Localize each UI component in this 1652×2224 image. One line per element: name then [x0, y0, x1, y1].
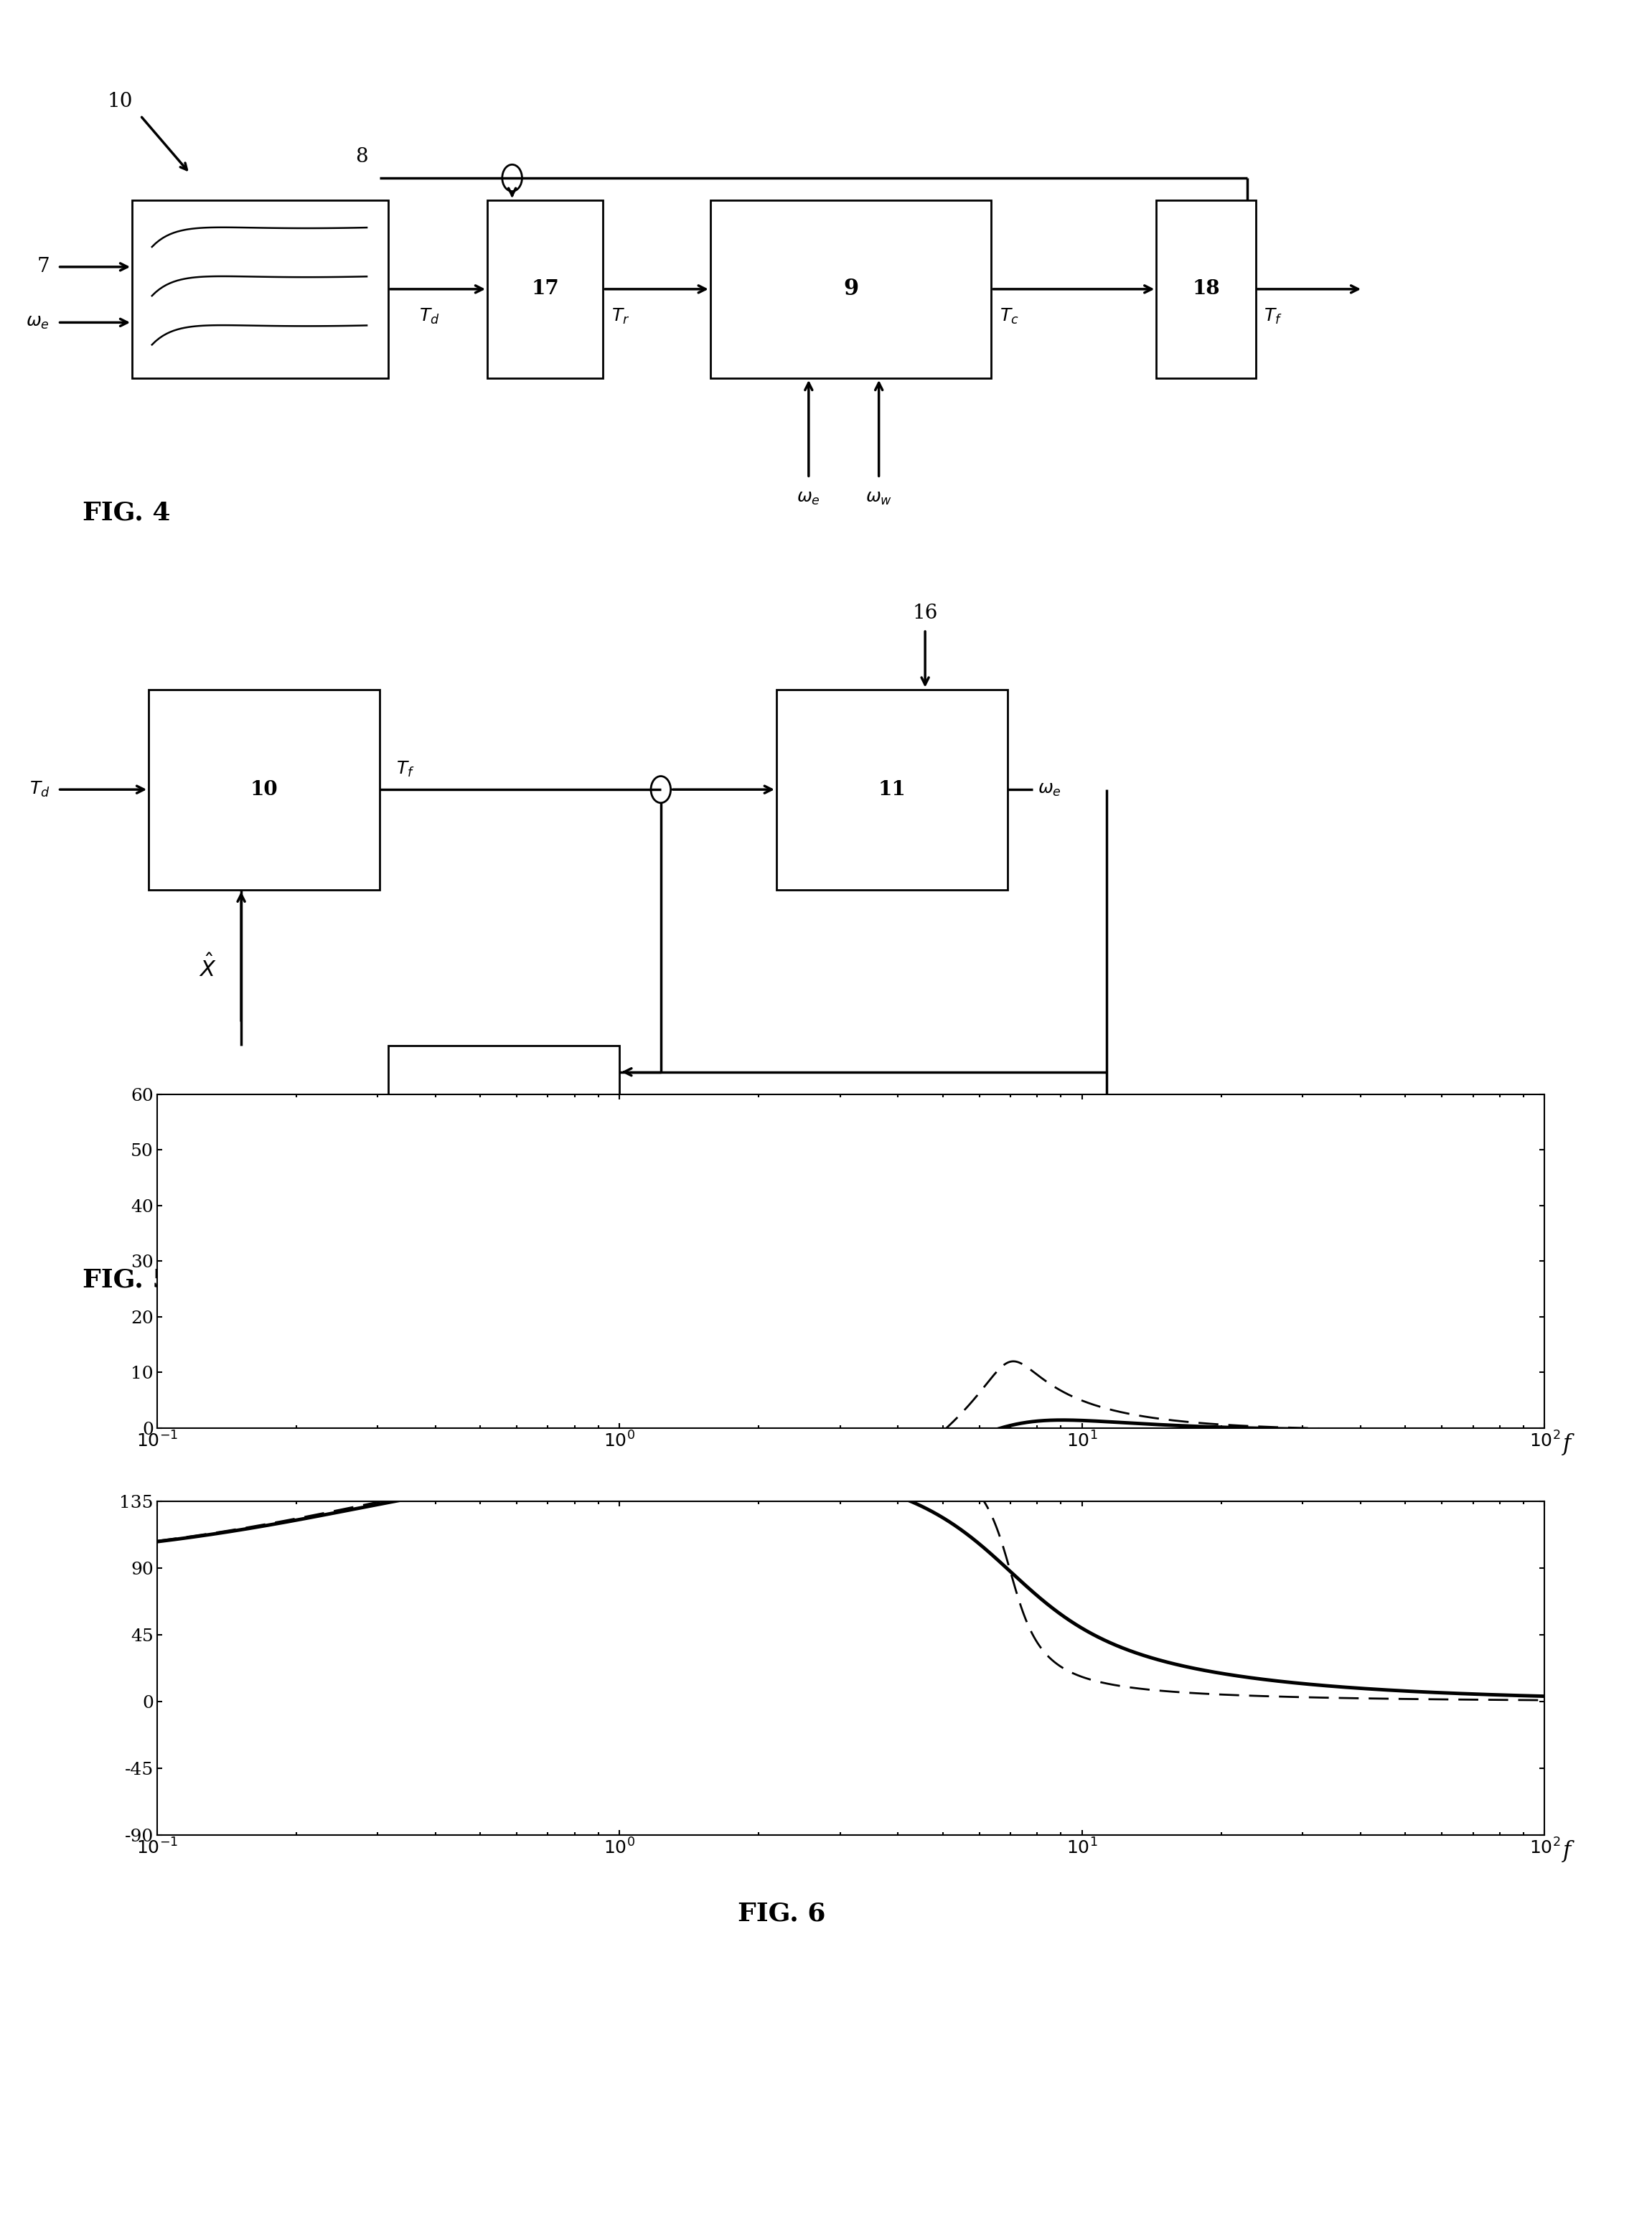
Text: 11: 11: [879, 781, 905, 798]
Text: FIG. 5: FIG. 5: [83, 1268, 170, 1292]
Text: $\omega_e$: $\omega_e$: [26, 314, 50, 331]
Bar: [388, 1045, 620, 1212]
Bar: [1156, 200, 1256, 378]
Text: 7: 7: [36, 258, 50, 276]
Text: $\omega_e$: $\omega_e$: [796, 489, 821, 507]
Text: $\hat{X}$: $\hat{X}$: [198, 954, 216, 981]
Text: FIG. 6: FIG. 6: [737, 1902, 826, 1926]
Text: 16: 16: [912, 603, 938, 623]
Bar: [149, 689, 380, 890]
Text: f: f: [1563, 1839, 1571, 1864]
Bar: [776, 689, 1008, 890]
Text: $\omega_e$: $\omega_e$: [1037, 781, 1061, 798]
Text: 12: 12: [491, 1119, 517, 1139]
Text: f: f: [1563, 1432, 1571, 1457]
Text: 8: 8: [355, 147, 368, 167]
Text: $T_f$: $T_f$: [396, 761, 415, 778]
Bar: [710, 200, 991, 378]
Text: $T_d$: $T_d$: [420, 307, 439, 325]
Text: 17: 17: [532, 280, 558, 298]
Text: 9: 9: [843, 278, 859, 300]
Text: $T_c$: $T_c$: [999, 307, 1019, 325]
Text: $T_d$: $T_d$: [30, 781, 50, 798]
Text: 10: 10: [251, 781, 278, 798]
Text: 10: 10: [107, 91, 132, 111]
Bar: [132, 200, 388, 378]
Text: $\omega_w$: $\omega_w$: [866, 489, 892, 507]
Text: 18: 18: [1193, 280, 1219, 298]
Text: $T_r$: $T_r$: [611, 307, 629, 325]
Text: FIG. 4: FIG. 4: [83, 500, 170, 525]
Bar: [487, 200, 603, 378]
Text: $T_f$: $T_f$: [1264, 307, 1282, 325]
